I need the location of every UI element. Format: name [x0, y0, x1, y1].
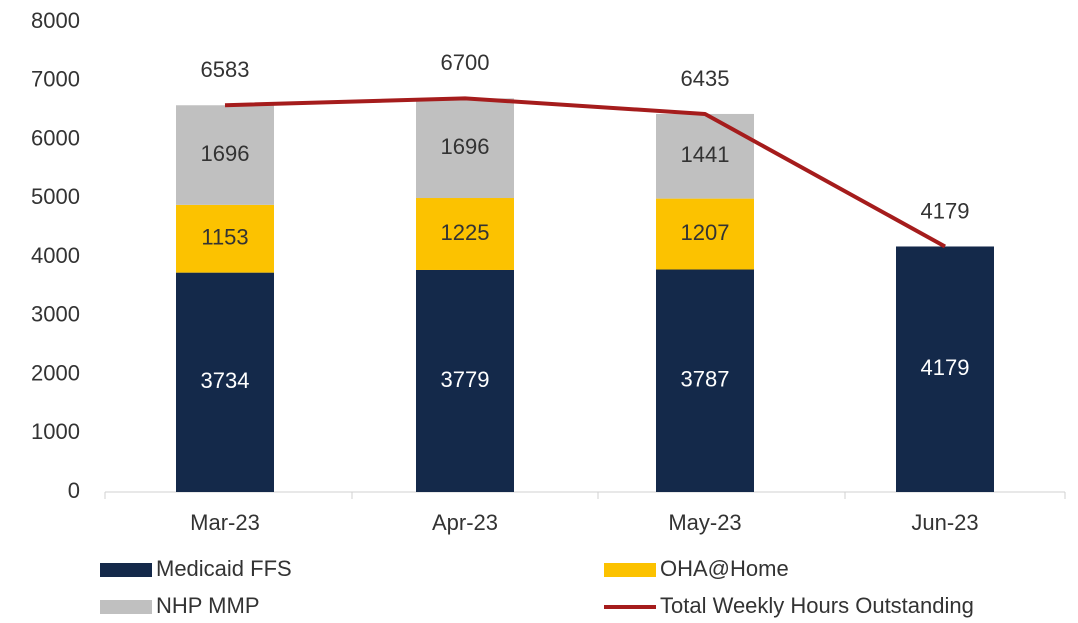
legend-swatch	[100, 600, 152, 614]
y-tick-label: 3000	[31, 302, 80, 327]
y-tick-label: 0	[68, 478, 80, 503]
x-tick-label: Apr-23	[432, 510, 498, 535]
bar-segment	[176, 105, 274, 205]
bar-segment	[416, 98, 514, 199]
bar-segment	[656, 198, 754, 270]
segment-label: 1225	[441, 220, 490, 245]
legend-label: Medicaid FFS	[156, 556, 292, 581]
segment-label: 3734	[201, 368, 250, 393]
y-tick-label: 4000	[31, 243, 80, 268]
legend-label: Total Weekly Hours Outstanding	[660, 593, 974, 618]
line	[224, 96, 946, 249]
segment-label: 3787	[681, 367, 730, 392]
segment-label: 1696	[201, 141, 250, 166]
legend-label: NHP MMP	[156, 593, 260, 618]
legend-swatch	[100, 563, 152, 577]
x-tick-label: Mar-23	[190, 510, 260, 535]
y-tick-label: 1000	[31, 419, 80, 444]
x-axis-ticks	[104, 492, 1066, 499]
x-tick-label: Jun-23	[911, 510, 978, 535]
bar-segment	[656, 113, 754, 199]
legend-label: OHA@Home	[660, 556, 789, 581]
bar-segment	[416, 198, 514, 270]
line-label: 6583	[201, 57, 250, 82]
bar-segment	[896, 246, 994, 492]
legend-swatch	[604, 563, 656, 577]
segment-label: 1153	[201, 225, 248, 250]
line-label: 4179	[921, 198, 970, 223]
segment-label: 1441	[681, 142, 730, 167]
y-tick-label: 7000	[31, 67, 80, 92]
segment-label: 4179	[921, 355, 970, 380]
bar-segment	[416, 269, 514, 492]
line-label: 6435	[681, 66, 730, 91]
y-tick-label: 2000	[31, 360, 80, 385]
x-tick-label: May-23	[668, 510, 741, 535]
y-tick-label: 5000	[31, 184, 80, 209]
y-tick-label: 6000	[31, 125, 80, 150]
segment-label: 1207	[681, 220, 730, 245]
segment-label: 1696	[441, 134, 490, 159]
line-label: 6700	[441, 50, 490, 75]
segment-label: 3779	[441, 367, 490, 392]
bar-segment	[176, 204, 274, 273]
bar-segment	[176, 272, 274, 492]
bar-segment	[656, 269, 754, 492]
y-tick-label: 8000	[31, 8, 80, 33]
